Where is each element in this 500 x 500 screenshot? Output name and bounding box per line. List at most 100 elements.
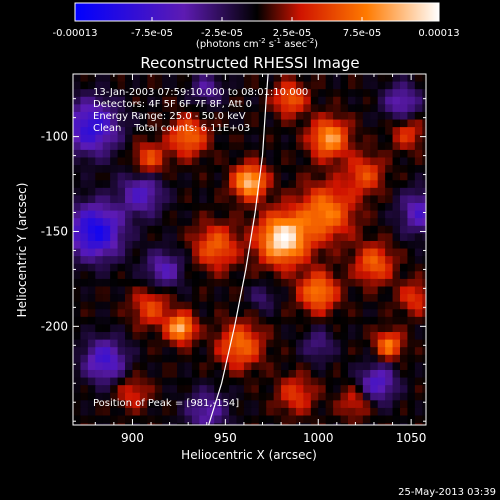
heatmap-cell: [221, 332, 230, 341]
heatmap-cell: [407, 81, 416, 90]
heatmap-cell: [184, 362, 193, 371]
heatmap-cell: [422, 271, 426, 280]
heatmap-cell: [407, 248, 416, 257]
heatmap-cell: [73, 111, 82, 121]
heatmap-cell: [392, 301, 401, 310]
heatmap-cell: [184, 286, 193, 295]
heatmap-cell: [355, 203, 364, 212]
heatmap-cell: [414, 180, 423, 189]
heatmap-cell: [73, 134, 82, 143]
heatmap-cell: [184, 347, 193, 356]
heatmap-cell: [407, 195, 416, 204]
heatmap-cell: [87, 423, 96, 425]
heatmap-cell: [347, 172, 356, 181]
heatmap-cell: [117, 172, 126, 181]
heatmap-cell: [214, 127, 223, 136]
heatmap-cell: [377, 400, 386, 409]
heatmap-cell: [80, 210, 89, 219]
heatmap-cell: [310, 225, 319, 234]
heatmap-cell: [221, 278, 230, 288]
heatmap-cell: [169, 104, 178, 113]
heatmap-cell: [295, 316, 304, 326]
heatmap-cell: [80, 263, 89, 272]
heatmap-cell: [370, 407, 379, 417]
heatmap-cell: [191, 165, 200, 174]
heatmap-cell: [251, 157, 260, 166]
heatmap-cell: [340, 316, 349, 326]
heatmap-cell: [251, 127, 260, 136]
heatmap-cell: [87, 278, 96, 288]
heatmap-cell: [407, 347, 416, 356]
heatmap-cell: [325, 392, 334, 401]
heatmap-cell: [199, 240, 208, 250]
heatmap-cell: [87, 104, 96, 113]
heatmap-cell: [399, 385, 409, 394]
heatmap-cell: [266, 339, 275, 348]
heatmap-cell: [162, 149, 171, 159]
heatmap-cell: [132, 111, 141, 121]
heatmap-cell: [340, 385, 349, 394]
heatmap-cell: [132, 316, 141, 326]
heatmap-cell: [325, 415, 334, 424]
heatmap-cell: [414, 81, 423, 90]
heatmap-cell: [399, 354, 409, 363]
heatmap-cell: [407, 180, 416, 189]
heatmap-cell: [214, 392, 223, 401]
heatmap-cell: [370, 248, 379, 257]
heatmap-cell: [229, 354, 238, 363]
heatmap-cell: [95, 74, 104, 83]
heatmap-cell: [199, 81, 208, 90]
heatmap-cell: [154, 233, 163, 242]
heatmap-cell: [303, 423, 312, 425]
heatmap-cell: [399, 203, 409, 212]
heatmap-cell: [325, 278, 334, 288]
heatmap-cell: [236, 203, 245, 212]
heatmap-cell: [125, 407, 134, 417]
heatmap-cell: [73, 104, 82, 113]
heatmap-cell: [95, 89, 104, 98]
colorbar-tick-labels: -0.00013 -7.5e-05 -2.5e-05 2.5e-05 7.5e-05 0.…: [53, 28, 460, 39]
heatmap-cell: [310, 142, 319, 151]
heatmap-cell: [177, 127, 186, 136]
heatmap-cell: [310, 134, 319, 143]
heatmap-cell: [110, 187, 119, 197]
heatmap-cell: [243, 149, 252, 159]
heatmap-cell: [251, 111, 260, 121]
heatmap-cell: [214, 400, 223, 409]
heatmap-cell: [102, 81, 111, 90]
heatmap-cell: [355, 240, 364, 250]
heatmap-cell: [184, 81, 193, 90]
heatmap-cell: [169, 89, 178, 98]
heatmap-cell: [422, 294, 426, 303]
heatmap-cell: [147, 248, 156, 257]
heatmap-cell: [392, 240, 401, 250]
heatmap-cell: [147, 332, 156, 341]
heatmap-cell: [281, 240, 290, 250]
heatmap-cell: [422, 377, 426, 386]
heatmap-cell: [333, 301, 342, 310]
heatmap-cell: [414, 400, 423, 409]
heatmap-cell: [154, 362, 163, 371]
heatmap-cell: [191, 218, 200, 227]
heatmap-cell: [117, 74, 126, 83]
heatmap-cell: [377, 225, 386, 234]
colorbar-tick-label: -2.5e-05: [201, 28, 243, 39]
heatmap-cell: [377, 385, 386, 394]
heatmap-cell: [199, 180, 208, 189]
heatmap-cell: [422, 142, 426, 151]
heatmap-cell: [102, 301, 111, 310]
heatmap-cell: [414, 347, 423, 356]
heatmap-cell: [370, 225, 379, 234]
heatmap-cell: [154, 104, 163, 113]
heatmap-cell: [333, 218, 342, 227]
heatmap-cell: [318, 248, 327, 257]
heatmap-cell: [288, 377, 297, 386]
heatmap-cell: [80, 354, 89, 363]
heatmap-cell: [295, 294, 304, 303]
heatmap-cell: [110, 332, 119, 341]
y-axis-tick-label: -100: [41, 130, 68, 144]
heatmap-cell: [184, 377, 193, 386]
heatmap-cell: [407, 111, 416, 121]
heatmap-cell: [340, 96, 349, 105]
heatmap-cell: [281, 210, 290, 219]
